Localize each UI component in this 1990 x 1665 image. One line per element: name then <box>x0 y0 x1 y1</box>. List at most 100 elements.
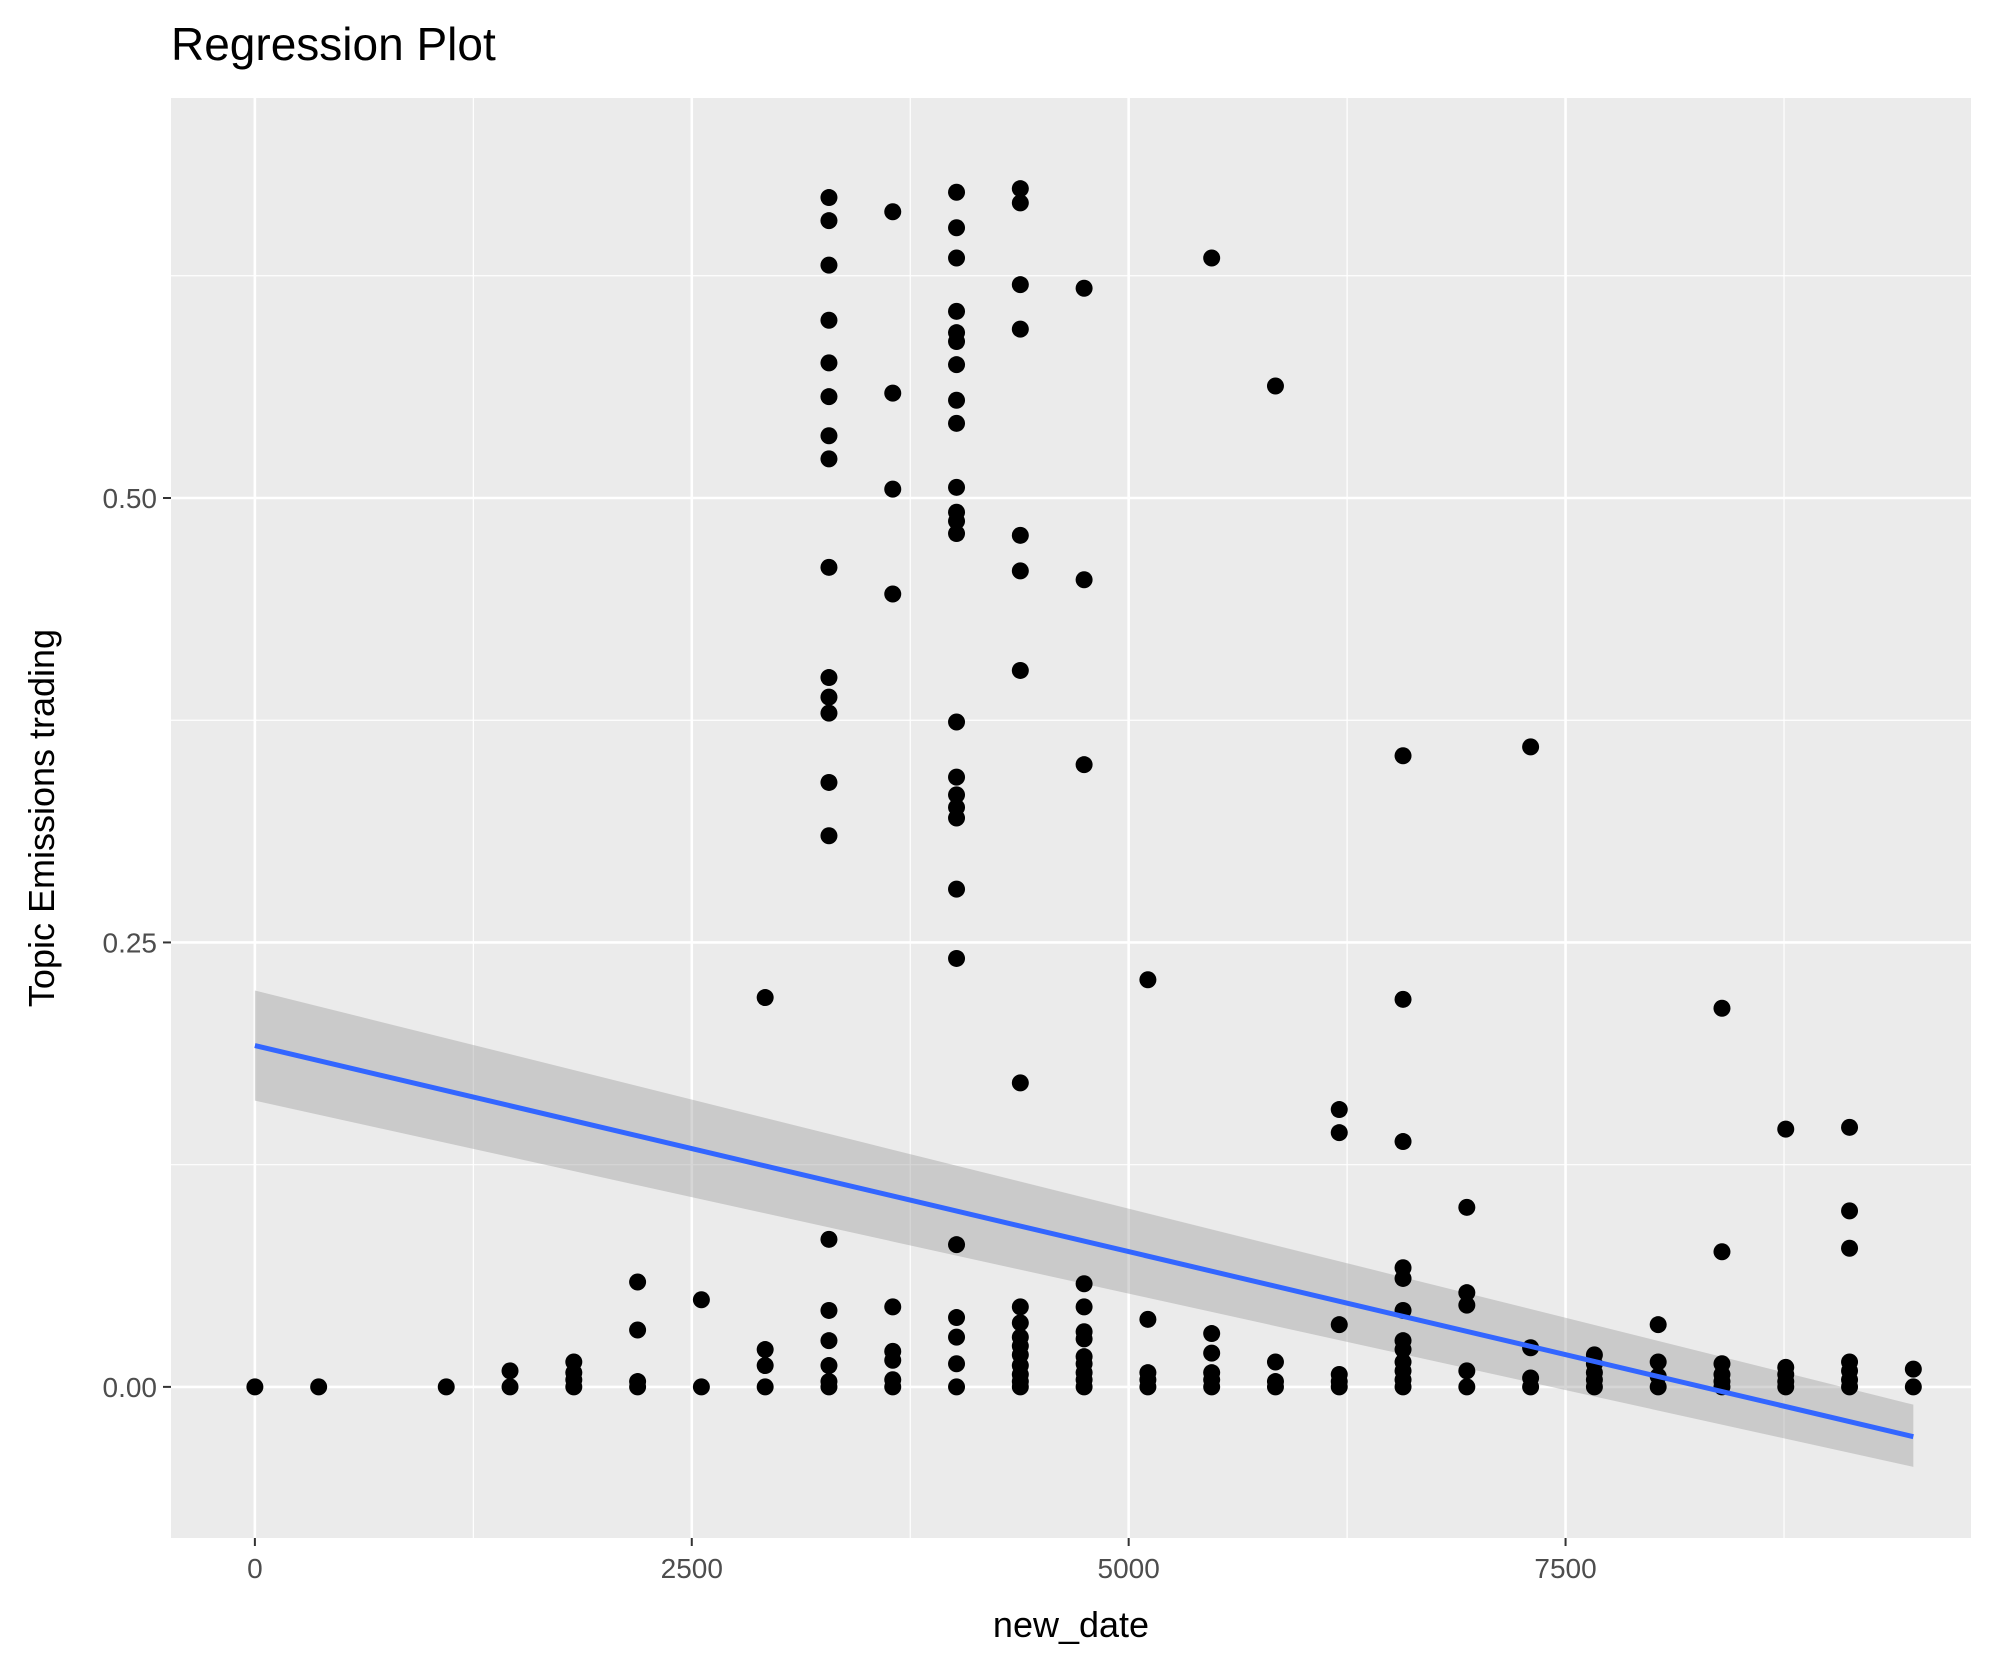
data-point <box>1139 971 1157 989</box>
data-point <box>884 1298 902 1316</box>
data-point <box>820 704 838 722</box>
data-point <box>1394 1332 1412 1350</box>
data-point <box>1458 1284 1476 1302</box>
data-point <box>1841 1118 1859 1136</box>
data-point <box>1011 562 1029 580</box>
data-point <box>820 773 838 791</box>
data-point <box>1522 738 1540 756</box>
data-point <box>884 1371 902 1389</box>
x-tick-label: 0 <box>247 1553 263 1584</box>
data-point <box>948 1309 966 1327</box>
data-point <box>1075 1323 1093 1341</box>
points-layer <box>246 180 1922 1396</box>
data-point <box>820 189 838 207</box>
data-point <box>692 1291 710 1309</box>
data-point <box>437 1378 455 1396</box>
data-point <box>1011 1298 1029 1316</box>
data-point <box>820 688 838 706</box>
confidence-band-layer <box>254 990 1914 1467</box>
data-point <box>1011 320 1029 338</box>
data-point <box>820 450 838 468</box>
data-point <box>1841 1353 1859 1371</box>
data-point <box>1011 1314 1029 1332</box>
data-point <box>1904 1360 1922 1378</box>
data-point <box>820 256 838 274</box>
data-point <box>692 1378 710 1396</box>
y-axis: 0.00 0.25 0.50 <box>103 483 171 1403</box>
data-point <box>1713 1355 1731 1373</box>
data-point <box>820 1373 838 1391</box>
data-point <box>1266 1373 1284 1391</box>
data-point <box>1394 1353 1412 1371</box>
fit-line-layer <box>254 1043 1914 1440</box>
data-point <box>884 384 902 402</box>
data-point <box>1458 1296 1476 1314</box>
data-point <box>1011 180 1029 198</box>
major-gridlines <box>171 98 1971 1538</box>
data-point <box>1203 249 1221 267</box>
data-point <box>884 585 902 603</box>
y-tick-label: 0.00 <box>103 1372 158 1403</box>
data-point <box>1649 1353 1667 1371</box>
data-point <box>820 669 838 687</box>
y-axis-title: Topic Emissions trading <box>21 629 62 1007</box>
data-point <box>501 1378 519 1396</box>
data-point <box>1330 1316 1348 1334</box>
data-point <box>1011 661 1029 679</box>
x-axis: 0 2500 5000 7500 <box>247 1538 1597 1584</box>
data-point <box>820 427 838 445</box>
data-point <box>948 219 966 237</box>
data-point <box>820 354 838 372</box>
data-point <box>1904 1378 1922 1396</box>
data-point <box>756 1378 774 1396</box>
data-point <box>756 1357 774 1375</box>
data-point <box>1777 1120 1795 1138</box>
data-point <box>948 798 966 816</box>
data-point <box>629 1373 647 1391</box>
data-point <box>1394 1133 1412 1151</box>
data-point <box>820 388 838 406</box>
x-axis-title: new_date <box>993 1604 1149 1645</box>
data-point <box>948 1378 966 1396</box>
data-point <box>501 1362 519 1380</box>
data-point <box>1841 1202 1859 1220</box>
data-point <box>1394 1259 1412 1277</box>
data-point <box>246 1378 264 1396</box>
data-point <box>1011 1328 1029 1346</box>
data-point <box>1139 1364 1157 1382</box>
x-tick-label: 2500 <box>661 1553 723 1584</box>
data-point <box>1330 1124 1348 1142</box>
data-point <box>948 1328 966 1346</box>
plot-panel <box>171 98 1971 1538</box>
data-point <box>820 827 838 845</box>
data-point <box>820 311 838 329</box>
data-point <box>1713 999 1731 1017</box>
data-point <box>1075 1348 1093 1366</box>
data-point <box>948 503 966 521</box>
data-point <box>948 183 966 201</box>
data-point <box>948 768 966 786</box>
data-point <box>1777 1358 1795 1376</box>
data-point <box>948 324 966 342</box>
data-point <box>565 1353 583 1371</box>
minor-gridlines <box>171 98 1971 1538</box>
y-tick-label: 0.25 <box>103 927 158 958</box>
data-point <box>948 249 966 267</box>
data-point <box>948 525 966 543</box>
y-tick-label: 0.50 <box>103 483 158 514</box>
data-point <box>310 1378 328 1396</box>
data-point <box>1458 1378 1476 1396</box>
data-point <box>948 302 966 320</box>
data-point <box>884 480 902 498</box>
data-point <box>756 1341 774 1359</box>
data-point <box>884 203 902 221</box>
data-point <box>1011 1074 1029 1092</box>
data-point <box>948 478 966 496</box>
data-point <box>1522 1369 1540 1387</box>
data-point <box>1075 756 1093 774</box>
data-point <box>820 1357 838 1375</box>
data-point <box>756 989 774 1007</box>
data-point <box>629 1321 647 1339</box>
data-point <box>948 414 966 432</box>
